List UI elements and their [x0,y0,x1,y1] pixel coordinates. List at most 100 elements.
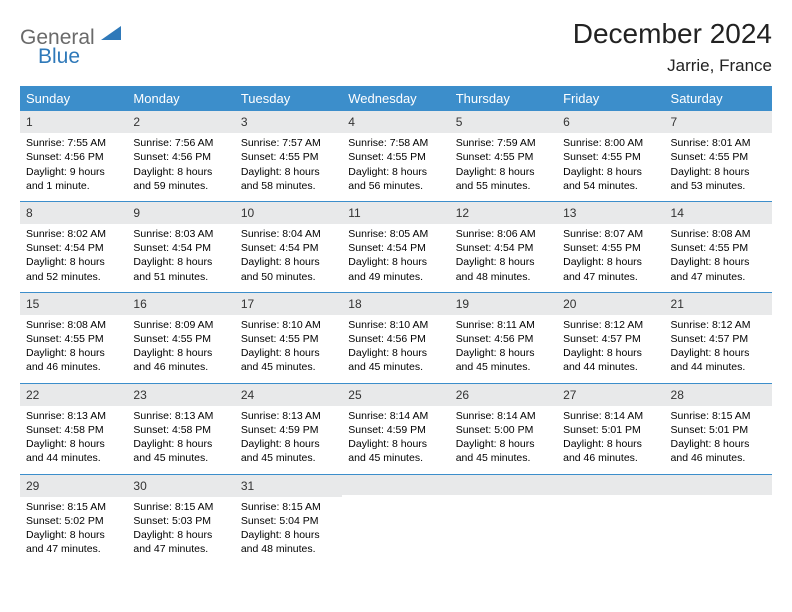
day-details: Sunrise: 7:55 AMSunset: 4:56 PMDaylight:… [20,133,127,201]
calendar-cell [342,474,449,564]
daylight-line: Daylight: 8 hours and 44 minutes. [671,346,766,374]
logo-line2: Blue [38,46,121,67]
daylight-line: Daylight: 8 hours and 44 minutes. [26,437,121,465]
daylight-line: Daylight: 8 hours and 46 minutes. [133,346,228,374]
sunrise-line: Sunrise: 8:02 AM [26,227,121,241]
day-details: Sunrise: 8:00 AMSunset: 4:55 PMDaylight:… [557,133,664,201]
calendar-cell: 2Sunrise: 7:56 AMSunset: 4:56 PMDaylight… [127,111,234,201]
sunset-line: Sunset: 4:54 PM [348,241,443,255]
calendar-week-row: 8Sunrise: 8:02 AMSunset: 4:54 PMDaylight… [20,201,772,292]
day-details: Sunrise: 8:10 AMSunset: 4:56 PMDaylight:… [342,315,449,383]
sunset-line: Sunset: 4:55 PM [348,150,443,164]
calendar-cell: 10Sunrise: 8:04 AMSunset: 4:54 PMDayligh… [235,201,342,292]
calendar-table: Sunday Monday Tuesday Wednesday Thursday… [20,86,772,564]
sunset-line: Sunset: 5:01 PM [563,423,658,437]
day-number: 14 [665,202,772,224]
sunrise-line: Sunrise: 7:57 AM [241,136,336,150]
calendar-cell [450,474,557,564]
day-number: 8 [20,202,127,224]
sunrise-line: Sunrise: 8:13 AM [241,409,336,423]
day-number: 11 [342,202,449,224]
daylight-line: Daylight: 8 hours and 46 minutes. [563,437,658,465]
daylight-line: Daylight: 9 hours and 1 minute. [26,165,121,193]
sunset-line: Sunset: 4:58 PM [26,423,121,437]
sunrise-line: Sunrise: 8:15 AM [671,409,766,423]
calendar-cell: 19Sunrise: 8:11 AMSunset: 4:56 PMDayligh… [450,292,557,383]
sunrise-line: Sunrise: 8:15 AM [241,500,336,514]
sunrise-line: Sunrise: 8:10 AM [241,318,336,332]
day-details: Sunrise: 8:13 AMSunset: 4:58 PMDaylight:… [127,406,234,474]
sunset-line: Sunset: 5:02 PM [26,514,121,528]
daylight-line: Daylight: 8 hours and 48 minutes. [456,255,551,283]
calendar-cell [557,474,664,564]
daylight-line: Daylight: 8 hours and 46 minutes. [671,437,766,465]
sunrise-line: Sunrise: 7:56 AM [133,136,228,150]
sunset-line: Sunset: 4:55 PM [241,332,336,346]
day-number: 12 [450,202,557,224]
sunset-line: Sunset: 4:59 PM [241,423,336,437]
sunset-line: Sunset: 4:55 PM [241,150,336,164]
day-number: 1 [20,111,127,133]
day-number: 10 [235,202,342,224]
calendar-cell: 12Sunrise: 8:06 AMSunset: 4:54 PMDayligh… [450,201,557,292]
sunrise-line: Sunrise: 8:03 AM [133,227,228,241]
calendar-cell: 31Sunrise: 8:15 AMSunset: 5:04 PMDayligh… [235,474,342,564]
day-number: 25 [342,384,449,406]
sunset-line: Sunset: 5:03 PM [133,514,228,528]
sunrise-line: Sunrise: 7:58 AM [348,136,443,150]
empty-daynum [557,475,664,495]
day-number: 28 [665,384,772,406]
day-details: Sunrise: 8:02 AMSunset: 4:54 PMDaylight:… [20,224,127,292]
daylight-line: Daylight: 8 hours and 45 minutes. [348,346,443,374]
empty-cell [665,495,772,555]
day-details: Sunrise: 8:09 AMSunset: 4:55 PMDaylight:… [127,315,234,383]
sunrise-line: Sunrise: 8:06 AM [456,227,551,241]
day-number: 27 [557,384,664,406]
calendar-cell [665,474,772,564]
day-number: 6 [557,111,664,133]
sunset-line: Sunset: 4:54 PM [26,241,121,255]
sunset-line: Sunset: 4:55 PM [671,150,766,164]
daylight-line: Daylight: 8 hours and 45 minutes. [241,346,336,374]
logo-triangle-icon [101,24,121,44]
calendar-cell: 16Sunrise: 8:09 AMSunset: 4:55 PMDayligh… [127,292,234,383]
day-number: 31 [235,475,342,497]
daylight-line: Daylight: 8 hours and 44 minutes. [563,346,658,374]
day-details: Sunrise: 8:13 AMSunset: 4:59 PMDaylight:… [235,406,342,474]
daylight-line: Daylight: 8 hours and 47 minutes. [563,255,658,283]
day-number: 13 [557,202,664,224]
calendar-cell: 1Sunrise: 7:55 AMSunset: 4:56 PMDaylight… [20,111,127,201]
sunset-line: Sunset: 4:59 PM [348,423,443,437]
daylight-line: Daylight: 8 hours and 46 minutes. [26,346,121,374]
calendar-cell: 6Sunrise: 8:00 AMSunset: 4:55 PMDaylight… [557,111,664,201]
day-details: Sunrise: 8:08 AMSunset: 4:55 PMDaylight:… [665,224,772,292]
day-number: 9 [127,202,234,224]
calendar-cell: 14Sunrise: 8:08 AMSunset: 4:55 PMDayligh… [665,201,772,292]
calendar-week-row: 1Sunrise: 7:55 AMSunset: 4:56 PMDaylight… [20,111,772,201]
calendar-cell: 7Sunrise: 8:01 AMSunset: 4:55 PMDaylight… [665,111,772,201]
calendar-cell: 23Sunrise: 8:13 AMSunset: 4:58 PMDayligh… [127,383,234,474]
sunset-line: Sunset: 4:55 PM [671,241,766,255]
day-number: 21 [665,293,772,315]
daylight-line: Daylight: 8 hours and 49 minutes. [348,255,443,283]
sunrise-line: Sunrise: 8:11 AM [456,318,551,332]
daylight-line: Daylight: 8 hours and 58 minutes. [241,165,336,193]
location-label: Jarrie, France [573,56,772,76]
calendar-body: 1Sunrise: 7:55 AMSunset: 4:56 PMDaylight… [20,111,772,564]
day-number: 20 [557,293,664,315]
calendar-week-row: 15Sunrise: 8:08 AMSunset: 4:55 PMDayligh… [20,292,772,383]
sunset-line: Sunset: 4:54 PM [133,241,228,255]
day-details: Sunrise: 7:58 AMSunset: 4:55 PMDaylight:… [342,133,449,201]
calendar-cell: 26Sunrise: 8:14 AMSunset: 5:00 PMDayligh… [450,383,557,474]
sunrise-line: Sunrise: 8:12 AM [671,318,766,332]
day-details: Sunrise: 8:14 AMSunset: 5:00 PMDaylight:… [450,406,557,474]
sunrise-line: Sunrise: 8:04 AM [241,227,336,241]
daylight-line: Daylight: 8 hours and 53 minutes. [671,165,766,193]
calendar-cell: 9Sunrise: 8:03 AMSunset: 4:54 PMDaylight… [127,201,234,292]
day-header: Wednesday [342,86,449,111]
day-details: Sunrise: 8:06 AMSunset: 4:54 PMDaylight:… [450,224,557,292]
day-number: 15 [20,293,127,315]
calendar-cell: 22Sunrise: 8:13 AMSunset: 4:58 PMDayligh… [20,383,127,474]
sunrise-line: Sunrise: 8:07 AM [563,227,658,241]
day-details: Sunrise: 8:13 AMSunset: 4:58 PMDaylight:… [20,406,127,474]
